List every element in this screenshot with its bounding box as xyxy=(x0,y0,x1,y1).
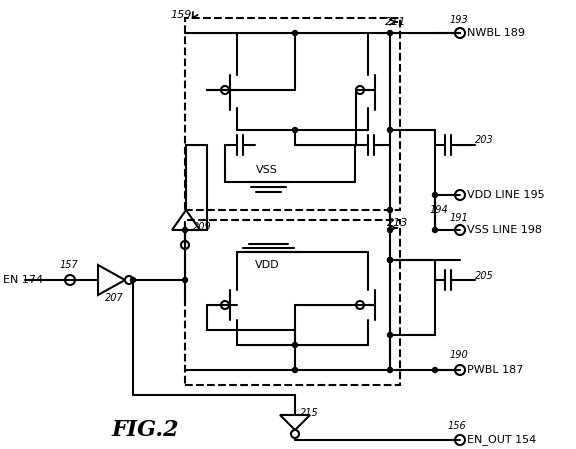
Text: 203: 203 xyxy=(475,135,494,145)
Text: 205: 205 xyxy=(475,271,494,281)
Text: 194: 194 xyxy=(430,205,449,215)
Bar xyxy=(185,220,400,385)
Text: 159: 159 xyxy=(170,10,191,20)
Circle shape xyxy=(125,276,133,284)
Text: 215: 215 xyxy=(300,408,319,418)
Text: EN_OUT 154: EN_OUT 154 xyxy=(467,435,536,445)
Circle shape xyxy=(455,365,465,375)
Circle shape xyxy=(388,257,392,263)
Circle shape xyxy=(388,257,392,263)
Text: PWBL 187: PWBL 187 xyxy=(467,365,524,375)
Circle shape xyxy=(183,228,188,233)
Circle shape xyxy=(433,193,438,198)
Circle shape xyxy=(293,31,297,35)
Circle shape xyxy=(388,31,392,35)
Circle shape xyxy=(293,128,297,132)
Circle shape xyxy=(183,277,188,282)
Circle shape xyxy=(388,228,392,233)
Text: VSS: VSS xyxy=(256,165,278,175)
Text: 207: 207 xyxy=(105,293,124,303)
Circle shape xyxy=(388,207,392,212)
Text: NWBL 189: NWBL 189 xyxy=(467,28,525,38)
Circle shape xyxy=(455,225,465,235)
Circle shape xyxy=(455,190,465,200)
Text: 211: 211 xyxy=(385,17,407,27)
Circle shape xyxy=(356,301,364,309)
Text: VDD: VDD xyxy=(255,260,279,270)
Circle shape xyxy=(65,275,75,285)
Circle shape xyxy=(293,343,297,348)
Circle shape xyxy=(221,301,229,309)
Circle shape xyxy=(356,86,364,94)
Text: 213: 213 xyxy=(387,218,408,228)
Text: 157: 157 xyxy=(60,260,79,270)
Text: VSS LINE 198: VSS LINE 198 xyxy=(467,225,542,235)
Text: 191: 191 xyxy=(450,213,469,223)
Circle shape xyxy=(455,435,465,445)
Text: EN 174: EN 174 xyxy=(3,275,43,285)
Text: FIG.2: FIG.2 xyxy=(111,419,179,441)
Circle shape xyxy=(221,86,229,94)
Text: 190: 190 xyxy=(450,350,469,360)
Circle shape xyxy=(433,228,438,233)
Text: 193: 193 xyxy=(450,15,469,25)
Circle shape xyxy=(181,241,189,249)
Bar xyxy=(185,18,400,210)
Circle shape xyxy=(455,28,465,38)
Circle shape xyxy=(293,367,297,373)
Circle shape xyxy=(388,333,392,338)
Text: VDD LINE 195: VDD LINE 195 xyxy=(467,190,545,200)
Text: 209: 209 xyxy=(193,222,212,232)
Circle shape xyxy=(131,277,135,282)
Circle shape xyxy=(291,430,299,438)
Text: 156: 156 xyxy=(448,421,467,431)
Circle shape xyxy=(388,367,392,373)
Circle shape xyxy=(433,367,438,373)
Circle shape xyxy=(388,128,392,132)
